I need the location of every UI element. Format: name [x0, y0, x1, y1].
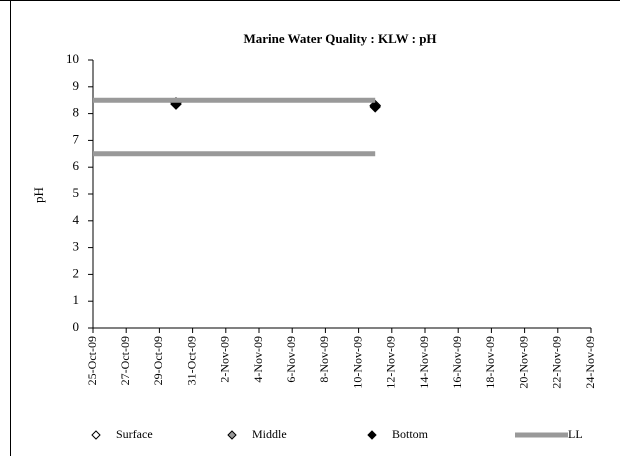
y-tick-label: 1: [73, 292, 80, 307]
y-tick-label: 3: [73, 239, 80, 254]
y-axis-label: pH: [31, 187, 46, 203]
y-tick-label: 9: [73, 78, 80, 93]
legend-swatch: [227, 430, 237, 440]
x-tick-label: 20-Nov-09: [516, 336, 530, 389]
x-tick-label: 10-Nov-09: [350, 336, 364, 389]
x-tick-label: 16-Nov-09: [450, 336, 464, 389]
x-tick-label: 14-Nov-09: [417, 336, 431, 389]
legend-label: Bottom: [392, 427, 429, 441]
y-tick-label: 8: [73, 105, 80, 120]
y-tick-label: 10: [66, 51, 79, 66]
x-tick-label: 12-Nov-09: [384, 336, 398, 389]
x-tick-label: 2-Nov-09: [218, 336, 232, 383]
x-tick-label: 4-Nov-09: [251, 336, 265, 383]
x-tick-label: 29-Oct-09: [151, 336, 165, 385]
x-tick-label: 25-Oct-09: [85, 336, 99, 385]
x-tick-label: 8-Nov-09: [317, 336, 331, 383]
legend-label: LL: [568, 427, 583, 441]
y-tick-label: 2: [73, 265, 80, 280]
y-tick-label: 4: [73, 212, 80, 227]
x-tick-label: 31-Oct-09: [184, 336, 198, 385]
x-tick-label: 6-Nov-09: [284, 336, 298, 383]
y-tick-label: 0: [73, 319, 80, 334]
chart-title: Marine Water Quality : KLW : pH: [243, 31, 436, 46]
legend-swatch: [91, 430, 101, 440]
legend-swatch: [367, 430, 377, 440]
data-point: [369, 101, 381, 113]
legend-label: Middle: [252, 427, 287, 441]
limit-line: [93, 97, 376, 157]
x-tick-label: 24-Nov-09: [583, 336, 597, 389]
x-tick-label: 27-Oct-09: [118, 336, 132, 385]
y-tick-label: 5: [73, 185, 80, 200]
legend-label: Surface: [116, 427, 153, 441]
x-tick-label: 22-Nov-09: [550, 336, 564, 389]
y-tick-label: 6: [73, 158, 80, 173]
x-tick-label: 18-Nov-09: [483, 336, 497, 389]
y-tick-label: 7: [73, 131, 80, 146]
